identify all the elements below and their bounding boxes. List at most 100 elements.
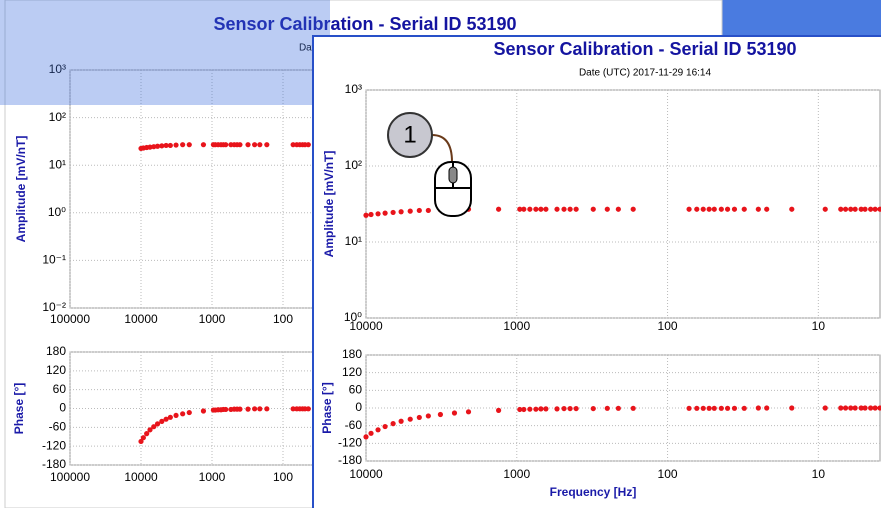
x-tick-label: 10000 — [124, 312, 158, 326]
data-point — [223, 406, 229, 413]
data-point — [237, 142, 243, 148]
data-point — [151, 424, 157, 430]
chart-subtitle: Date (UTC) 2017-11-29 16:14 — [579, 68, 712, 79]
x-tick-label: 10000 — [124, 470, 158, 484]
x-tick-label: 10 — [812, 319, 826, 333]
x-tick-label: 100000 — [50, 470, 90, 484]
data-point — [741, 206, 747, 212]
data-point — [822, 405, 828, 411]
data-point — [538, 206, 544, 212]
y-tick-label: 0 — [59, 401, 66, 415]
data-point — [838, 405, 844, 411]
data-point — [604, 405, 610, 411]
data-point — [496, 206, 502, 212]
data-point — [686, 206, 692, 212]
data-point — [604, 206, 610, 212]
data-point — [368, 430, 374, 436]
x-tick-label: 1000 — [503, 467, 530, 481]
data-point — [567, 405, 573, 412]
x-tick-label: 100 — [273, 470, 293, 484]
x-tick-label: 100 — [273, 312, 293, 326]
data-point — [159, 143, 165, 149]
y-axis-label: Phase [°] — [320, 382, 334, 433]
y-tick-label: -180 — [42, 457, 66, 471]
data-point — [700, 206, 706, 212]
data-point — [724, 405, 731, 411]
y-tick-label: -120 — [338, 436, 362, 450]
data-point — [731, 405, 738, 411]
data-point — [711, 206, 717, 212]
data-point — [741, 405, 747, 411]
data-point — [264, 142, 270, 148]
data-point — [363, 212, 369, 218]
data-point — [694, 405, 700, 411]
data-point — [163, 416, 169, 422]
connector — [431, 134, 453, 163]
data-point — [167, 142, 173, 149]
data-point — [305, 142, 311, 148]
data-point — [140, 435, 146, 441]
data-point — [764, 405, 770, 411]
data-point — [437, 411, 444, 418]
data-point — [543, 206, 549, 212]
data-point — [852, 405, 858, 411]
data-point — [630, 405, 636, 411]
data-point — [764, 206, 770, 212]
y-tick-label: 120 — [46, 363, 66, 377]
data-point — [144, 431, 150, 437]
data-point — [375, 211, 381, 217]
data-point — [290, 406, 296, 412]
front-window[interactable]: Sensor Calibration - Serial ID 53190 Date… — [312, 35, 881, 508]
data-point — [416, 207, 422, 214]
y-tick-label: 10⁻² — [42, 300, 66, 314]
data-point — [173, 412, 179, 419]
data-point — [167, 414, 173, 420]
data-point — [180, 411, 186, 417]
data-point — [368, 211, 374, 218]
data-point — [706, 206, 712, 212]
data-point — [416, 414, 422, 421]
data-point — [407, 416, 413, 422]
data-point — [186, 409, 192, 416]
y-tick-label: 10⁻¹ — [42, 253, 66, 267]
annotation: 1 — [387, 112, 472, 217]
data-point — [517, 406, 523, 413]
data-point — [700, 405, 706, 411]
y-tick-label: 10¹ — [49, 157, 66, 171]
data-point — [465, 409, 472, 415]
data-point — [872, 206, 878, 212]
data-point — [154, 143, 161, 149]
data-point — [154, 421, 161, 427]
data-point — [724, 206, 731, 212]
data-point — [290, 142, 296, 148]
data-point — [630, 206, 636, 212]
data-point — [538, 406, 544, 412]
y-axis-label: Amplitude [mV/nT] — [322, 151, 336, 258]
data-point — [789, 206, 795, 212]
data-point — [848, 206, 854, 212]
data-point — [686, 405, 692, 411]
data-point — [868, 405, 874, 411]
mouse-wheel — [448, 166, 458, 184]
x-tick-label: 1000 — [199, 312, 226, 326]
data-point — [257, 406, 263, 412]
selection-overlay — [0, 0, 330, 105]
x-tick-label: 100 — [658, 467, 678, 481]
data-point — [527, 406, 533, 412]
data-point — [694, 206, 700, 212]
data-point — [398, 418, 404, 424]
data-point — [305, 406, 311, 412]
data-point — [842, 405, 849, 411]
x-tick-label: 100000 — [50, 312, 90, 326]
x-tick-label: 100 — [658, 319, 678, 333]
data-point — [521, 206, 527, 212]
chart-title: Sensor Calibration - Serial ID 53190 — [213, 14, 516, 34]
data-point — [718, 206, 724, 212]
data-point — [561, 405, 567, 412]
y-tick-label: 10³ — [345, 82, 362, 96]
data-point — [590, 405, 596, 412]
y-tick-label: 10² — [345, 158, 362, 172]
data-point — [180, 142, 186, 148]
data-point — [554, 406, 560, 412]
y-tick-label: -60 — [345, 418, 363, 432]
